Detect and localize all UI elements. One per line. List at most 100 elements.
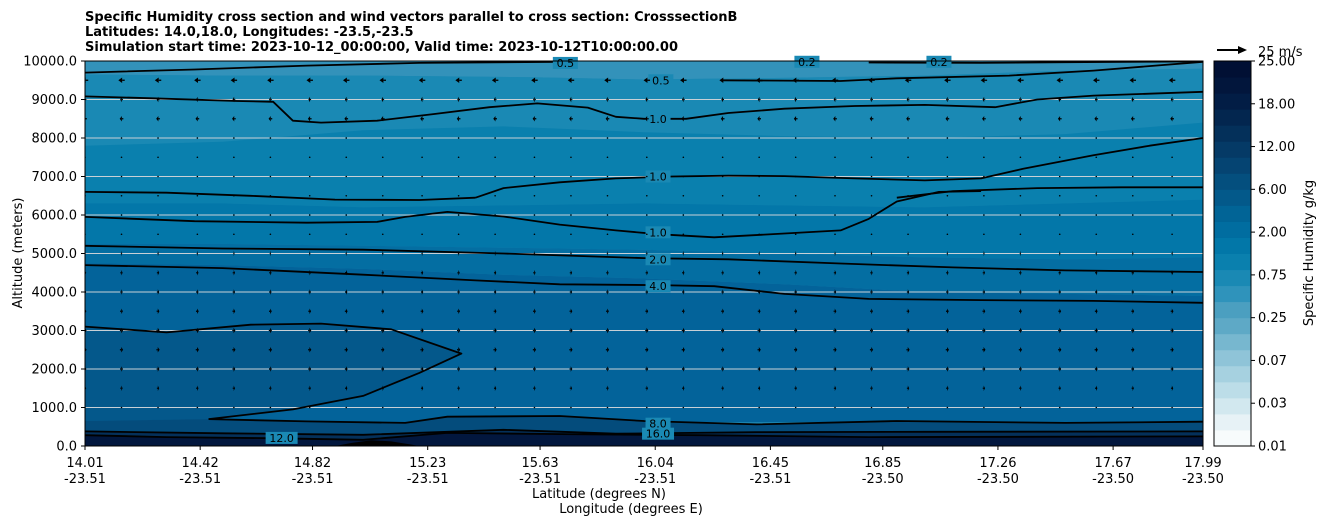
wind-vector-12-15 (646, 308, 649, 315)
wind-vector-4-12 (533, 156, 536, 159)
contour-label-bg-10 (265, 431, 298, 444)
wind-vector-8-14 (606, 233, 609, 236)
wind-vector-10-13 (570, 269, 573, 276)
contour-label-bg-3 (926, 55, 952, 68)
wind-vector-0-23 (944, 77, 949, 84)
wind-vector-7-12 (533, 214, 536, 216)
wind-vector-16-24 (983, 385, 986, 392)
wind-vector-6-13 (570, 194, 572, 197)
wind-vector-5-28 (1131, 175, 1134, 178)
chart-title-line-3: Simulation start time: 2023-10-12_00:00:… (85, 40, 678, 55)
wind-vector-10-3 (197, 269, 199, 276)
wind-vector-11-29 (1171, 289, 1174, 295)
wind-vector-9-22 (907, 250, 909, 257)
wind-vector-13-11 (494, 327, 497, 334)
contour-label-bg-1 (648, 74, 674, 87)
wind-vector-16-28 (1132, 385, 1134, 392)
wind-vector-5-1 (120, 175, 123, 178)
wind-vector-15-10 (458, 366, 460, 372)
wind-vector-3-29 (1171, 137, 1173, 139)
xtick-label-lon-8: -23.50 (977, 472, 1019, 487)
wind-vector-6-10 (457, 194, 460, 197)
wind-vector-11-6 (309, 289, 311, 295)
wind-vector-12-24 (983, 308, 986, 315)
wind-vector-12-2 (157, 308, 160, 315)
contour-label-1: 0.5 (652, 74, 670, 87)
wind-vector-8-18 (758, 233, 760, 236)
wind-vector-1-26 (1058, 96, 1061, 103)
colorbar-swatch-10 (1214, 269, 1251, 287)
wind-vector-15-6 (309, 366, 312, 372)
wind-vector-6-17 (721, 194, 724, 197)
contour-label-bg-0 (552, 56, 578, 69)
wind-vector-17-22 (907, 406, 909, 409)
wind-vector-17-13 (570, 406, 572, 409)
wind-vector-7-9 (421, 214, 423, 216)
ytick-label-6: 6000.0 (32, 209, 78, 224)
xtick-label-lat-1: 14.42 (182, 456, 219, 471)
wind-vector-10-25 (1020, 269, 1022, 276)
wind-vector-15-15 (646, 366, 649, 372)
wind-vector-3-6 (308, 137, 311, 139)
wind-vector-8-3 (196, 233, 199, 236)
ytick-label-5: 5000.0 (32, 247, 78, 262)
wind-vector-6-6 (308, 194, 311, 197)
quiver-key-arrow-icon (1238, 46, 1247, 54)
humidity-band-10 (335, 440, 420, 446)
wind-vector-16-7 (346, 385, 348, 392)
wind-vector-9-1 (121, 250, 123, 257)
wind-vector-2-7 (344, 115, 347, 122)
xtick-label-lat-10: 17.99 (1184, 456, 1221, 471)
wind-vector-9-29 (1171, 250, 1173, 257)
wind-vector-16-17 (722, 385, 724, 392)
wind-vector-16-16 (683, 385, 685, 392)
wind-vector-7-13 (570, 214, 572, 216)
wind-vector-15-9 (421, 366, 424, 372)
wind-vector-12-5 (270, 308, 272, 315)
wind-vector-3-26 (1058, 137, 1061, 139)
wind-vector-5-16 (682, 175, 685, 178)
contour-label-bg-7 (645, 253, 671, 266)
chart-title-line-1: Specific Humidity cross section and wind… (85, 10, 738, 25)
wind-vector-4-7 (345, 156, 348, 159)
wind-vector-3-10 (457, 137, 460, 139)
wind-vector-14-21 (871, 346, 874, 353)
ytick-label-4: 4000.0 (32, 286, 78, 301)
wind-vector-5-8 (381, 175, 384, 178)
wind-vector-0-1 (118, 77, 123, 84)
wind-vector-10-7 (346, 269, 348, 276)
wind-vector-3-15 (646, 137, 648, 139)
wind-vector-14-4 (233, 346, 236, 353)
wind-vector-5-21 (870, 175, 873, 178)
wind-vector-14-13 (570, 346, 573, 353)
wind-vector-2-25 (1018, 115, 1021, 122)
wind-vector-15-29 (1171, 366, 1174, 372)
wind-vector-5-11 (494, 175, 496, 178)
wind-vector-0-16 (680, 77, 684, 84)
wind-vector-5-10 (457, 175, 460, 178)
contour-line-1-0-4 (475, 137, 1203, 199)
wind-vector-8-17 (721, 233, 724, 236)
wind-vector-17-20 (834, 406, 836, 409)
wind-vector-16-29 (1171, 385, 1174, 392)
wind-vector-7-16 (682, 214, 685, 216)
wind-vector-11-24 (983, 289, 986, 295)
wind-vector-2-16 (681, 115, 684, 122)
wind-vector-7-7 (345, 214, 348, 216)
wind-vector-3-4 (233, 137, 235, 139)
wind-vector-6-20 (834, 194, 836, 197)
wind-vector-2-11 (493, 115, 496, 122)
wind-vector-12-6 (309, 308, 312, 315)
wind-vector-3-22 (907, 137, 909, 139)
wind-vector-7-14 (606, 214, 609, 216)
wind-vector-4-23 (946, 156, 949, 159)
wind-vector-8-4 (233, 233, 235, 236)
wind-vector-9-18 (759, 250, 760, 257)
wind-vector-9-25 (1020, 250, 1022, 257)
wind-vector-9-16 (683, 250, 685, 257)
wind-vector-2-4 (232, 115, 235, 122)
wind-vector-6-14 (606, 194, 609, 197)
wind-vector-6-4 (233, 194, 235, 197)
wind-vector-17-1 (120, 406, 123, 409)
wind-vector-3-19 (794, 137, 797, 139)
